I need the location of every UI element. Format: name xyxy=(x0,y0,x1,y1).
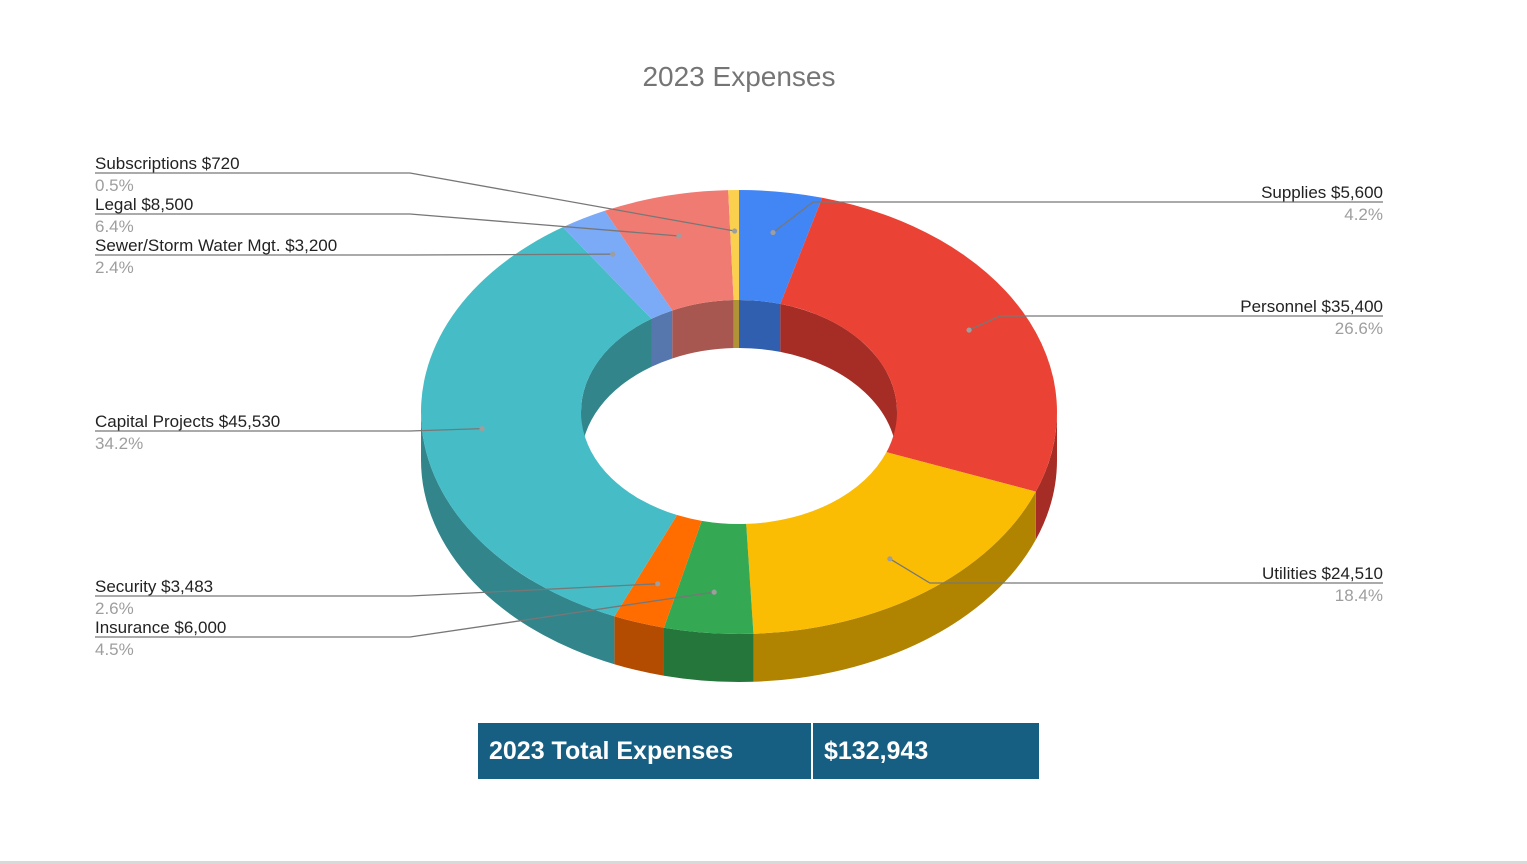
slice-label-security: Security $3,483 xyxy=(95,577,213,596)
leader-line-sewer-storm-water-mgt xyxy=(95,253,613,256)
label-group-insurance: Insurance $6,000 4.5% xyxy=(95,589,717,659)
labels-layer: Supplies $5,600 4.2% Personnel $35,400 26.6… xyxy=(95,154,1383,659)
slice-side-personnel xyxy=(1035,412,1057,540)
label-group-personnel: Personnel $35,400 26.6% xyxy=(966,297,1383,338)
slice-personnel xyxy=(780,197,1058,492)
label-group-subscriptions: Subscriptions $720 0.5% xyxy=(95,154,738,234)
slice-percent-insurance: 4.5% xyxy=(95,640,134,659)
slice-supplies xyxy=(739,190,823,304)
leader-line-supplies xyxy=(772,201,1383,234)
slices-layer xyxy=(420,190,1058,683)
total-expenses-value: $132,943 xyxy=(824,736,929,765)
leader-line-legal xyxy=(95,213,680,237)
label-group-sewer-storm-water-mgt: Sewer/Storm Water Mgt. $3,200 2.4% xyxy=(95,236,616,277)
leader-line-insurance xyxy=(95,591,715,638)
leader-dot-capital-projects xyxy=(479,426,485,432)
leader-dot-utilities xyxy=(887,556,893,562)
slice-subscriptions xyxy=(728,190,739,301)
slice-security xyxy=(614,515,702,628)
slice-percent-sewer-storm-water-mgt: 2.4% xyxy=(95,258,134,277)
leader-dot-supplies xyxy=(770,229,776,236)
label-group-legal: Legal $8,500 6.4% xyxy=(95,195,682,239)
slice-percent-legal: 6.4% xyxy=(95,217,134,236)
leader-line-capital-projects xyxy=(95,428,483,432)
slice-inner-wall-sewer-storm-water-mgt xyxy=(651,310,673,367)
slice-inner-wall-supplies xyxy=(739,300,781,352)
slice-side-insurance xyxy=(663,627,754,683)
slice-inner-wall-personnel xyxy=(780,303,897,460)
slice-inner-wall-capital-projects xyxy=(581,318,652,460)
chart-title: 2023 Expenses xyxy=(642,61,835,92)
leader-line-security xyxy=(95,583,658,597)
slice-label-utilities: Utilities $24,510 xyxy=(1262,564,1383,583)
leader-dot-sewer-storm-water-mgt xyxy=(610,251,616,257)
leader-line-subscriptions xyxy=(95,172,735,232)
label-group-utilities: Utilities $24,510 18.4% xyxy=(887,556,1383,605)
slice-utilities xyxy=(746,452,1036,634)
leader-dot-security xyxy=(655,581,661,587)
leader-line-utilities xyxy=(889,558,1383,584)
total-expenses-table: 2023 Total Expenses $132,943 xyxy=(478,723,1039,779)
leader-dot-personnel xyxy=(966,327,972,333)
slice-legal xyxy=(604,190,734,311)
slice-inner-wall-legal xyxy=(672,300,734,359)
slice-side-security xyxy=(614,616,664,676)
slice-label-sewer-storm-water-mgt: Sewer/Storm Water Mgt. $3,200 xyxy=(95,236,337,255)
slice-capital-projects xyxy=(420,227,678,617)
slice-insurance xyxy=(663,520,754,635)
slice-percent-supplies: 4.2% xyxy=(1344,205,1383,224)
slice-percent-personnel: 26.6% xyxy=(1335,319,1383,338)
label-group-security: Security $3,483 2.6% xyxy=(95,577,661,618)
leader-dot-subscriptions xyxy=(732,228,738,234)
leader-dot-insurance xyxy=(711,589,717,595)
slice-side-capital-projects xyxy=(421,412,615,665)
slice-sewer-storm-water-mgt xyxy=(562,210,673,319)
slice-label-legal: Legal $8,500 xyxy=(95,195,193,214)
slice-label-personnel: Personnel $35,400 xyxy=(1240,297,1383,316)
slice-side-utilities xyxy=(753,491,1036,682)
slice-percent-capital-projects: 34.2% xyxy=(95,434,143,453)
leader-dot-legal xyxy=(676,233,682,239)
label-group-supplies: Supplies $5,600 4.2% xyxy=(770,183,1383,236)
slice-label-insurance: Insurance $6,000 xyxy=(95,618,226,637)
slice-label-capital-projects: Capital Projects $45,530 xyxy=(95,412,280,431)
slice-percent-security: 2.6% xyxy=(95,599,134,618)
label-group-capital-projects: Capital Projects $45,530 34.2% xyxy=(95,412,485,453)
slice-inner-wall-subscriptions xyxy=(733,299,739,349)
leader-line-personnel xyxy=(968,315,1383,331)
slice-percent-utilities: 18.4% xyxy=(1335,586,1383,605)
total-expenses-label: 2023 Total Expenses xyxy=(478,723,813,779)
bottom-divider xyxy=(0,861,1527,864)
slice-label-subscriptions: Subscriptions $720 xyxy=(95,154,240,173)
slice-percent-subscriptions: 0.5% xyxy=(95,176,134,195)
slice-label-supplies: Supplies $5,600 xyxy=(1261,183,1383,202)
